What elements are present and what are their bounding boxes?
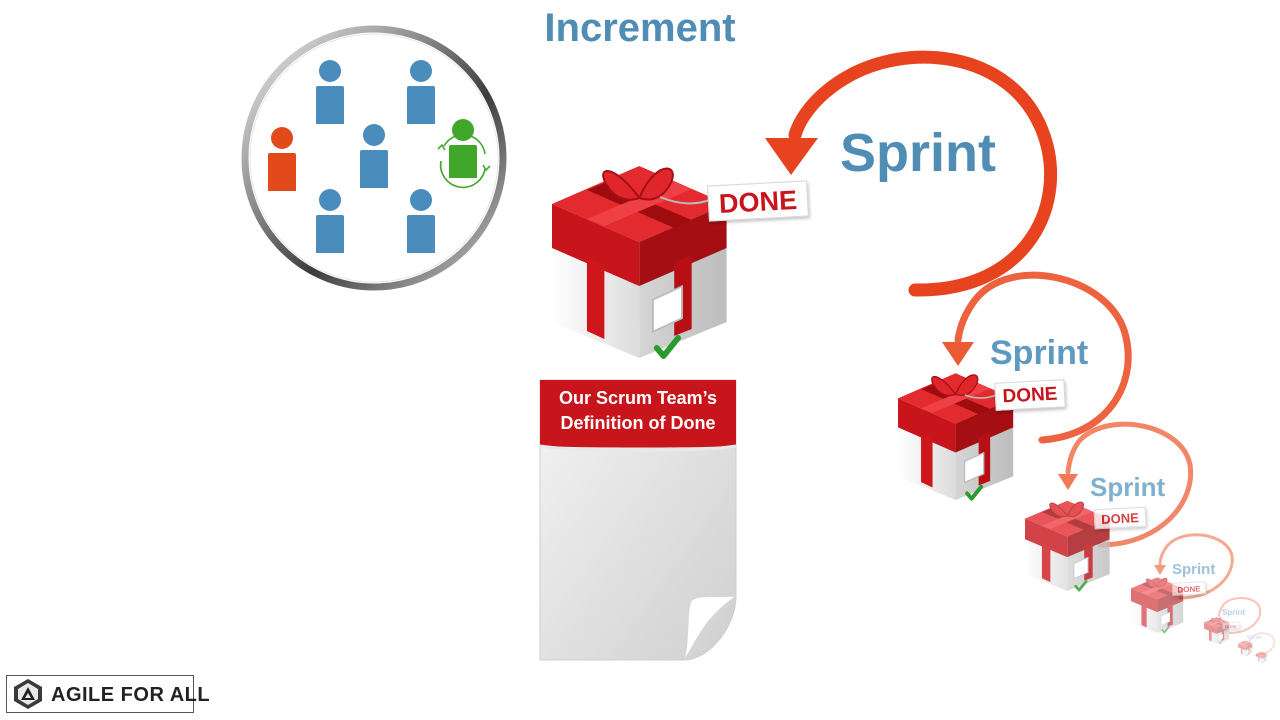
gift-box-icon [1255,651,1267,664]
gift-box-icon [1203,616,1230,645]
circular-arrow-icon [954,271,1132,444]
circular-arrow-icon [1065,421,1194,548]
sprint-label: Sprint [1222,608,1246,617]
team-circle-icon [241,25,507,291]
person-icon [407,60,435,124]
product-owner-icon [268,127,296,191]
circular-arrow-icon [1248,632,1276,656]
person-icon [316,60,344,124]
done-tag: DONE [1171,581,1207,596]
done-tag: DONE [707,180,809,222]
gift-box-icon [552,166,727,358]
sprint-label: Sprint [840,123,996,183]
definition-of-done-line: Our Scrum Team’s [558,388,718,408]
increment-title: Increment [544,6,736,50]
arrow-head-icon [765,138,818,175]
circular-arrow-icon [1158,533,1234,600]
definition-of-done-title: Our Scrum Team’s Definition of Done [540,386,736,436]
sprint-label: Sprint [990,334,1089,372]
done-tag: DONE [1221,621,1241,630]
sprint-label: Sprint [1247,635,1262,641]
circular-arrow-icon [788,50,1058,297]
document-curl-icon [683,595,737,661]
person-icon [316,189,344,253]
gift-box-icon [1237,640,1253,657]
done-tag: DONE [1093,506,1147,530]
arrow-head-icon [1058,474,1078,490]
circular-arrow-icon [1218,597,1262,634]
person-icon [407,189,435,253]
arrow-head-icon [942,342,974,366]
person-icon [360,124,388,188]
arrow-head-icon [1154,565,1166,575]
sprint-label: Sprint [1172,561,1216,578]
scrum-master-icon [437,119,491,189]
sprint-label: Sprint [1090,472,1166,502]
done-tag: DONE [994,379,1066,411]
logo-text: AGILE FOR ALL [51,684,211,706]
agile-for-all-logo-icon [14,679,42,709]
definition-of-done-line: Definition of Done [560,413,716,433]
agile-for-all-logo: AGILE FOR ALL [6,675,210,713]
definition-of-done-document [539,379,737,661]
